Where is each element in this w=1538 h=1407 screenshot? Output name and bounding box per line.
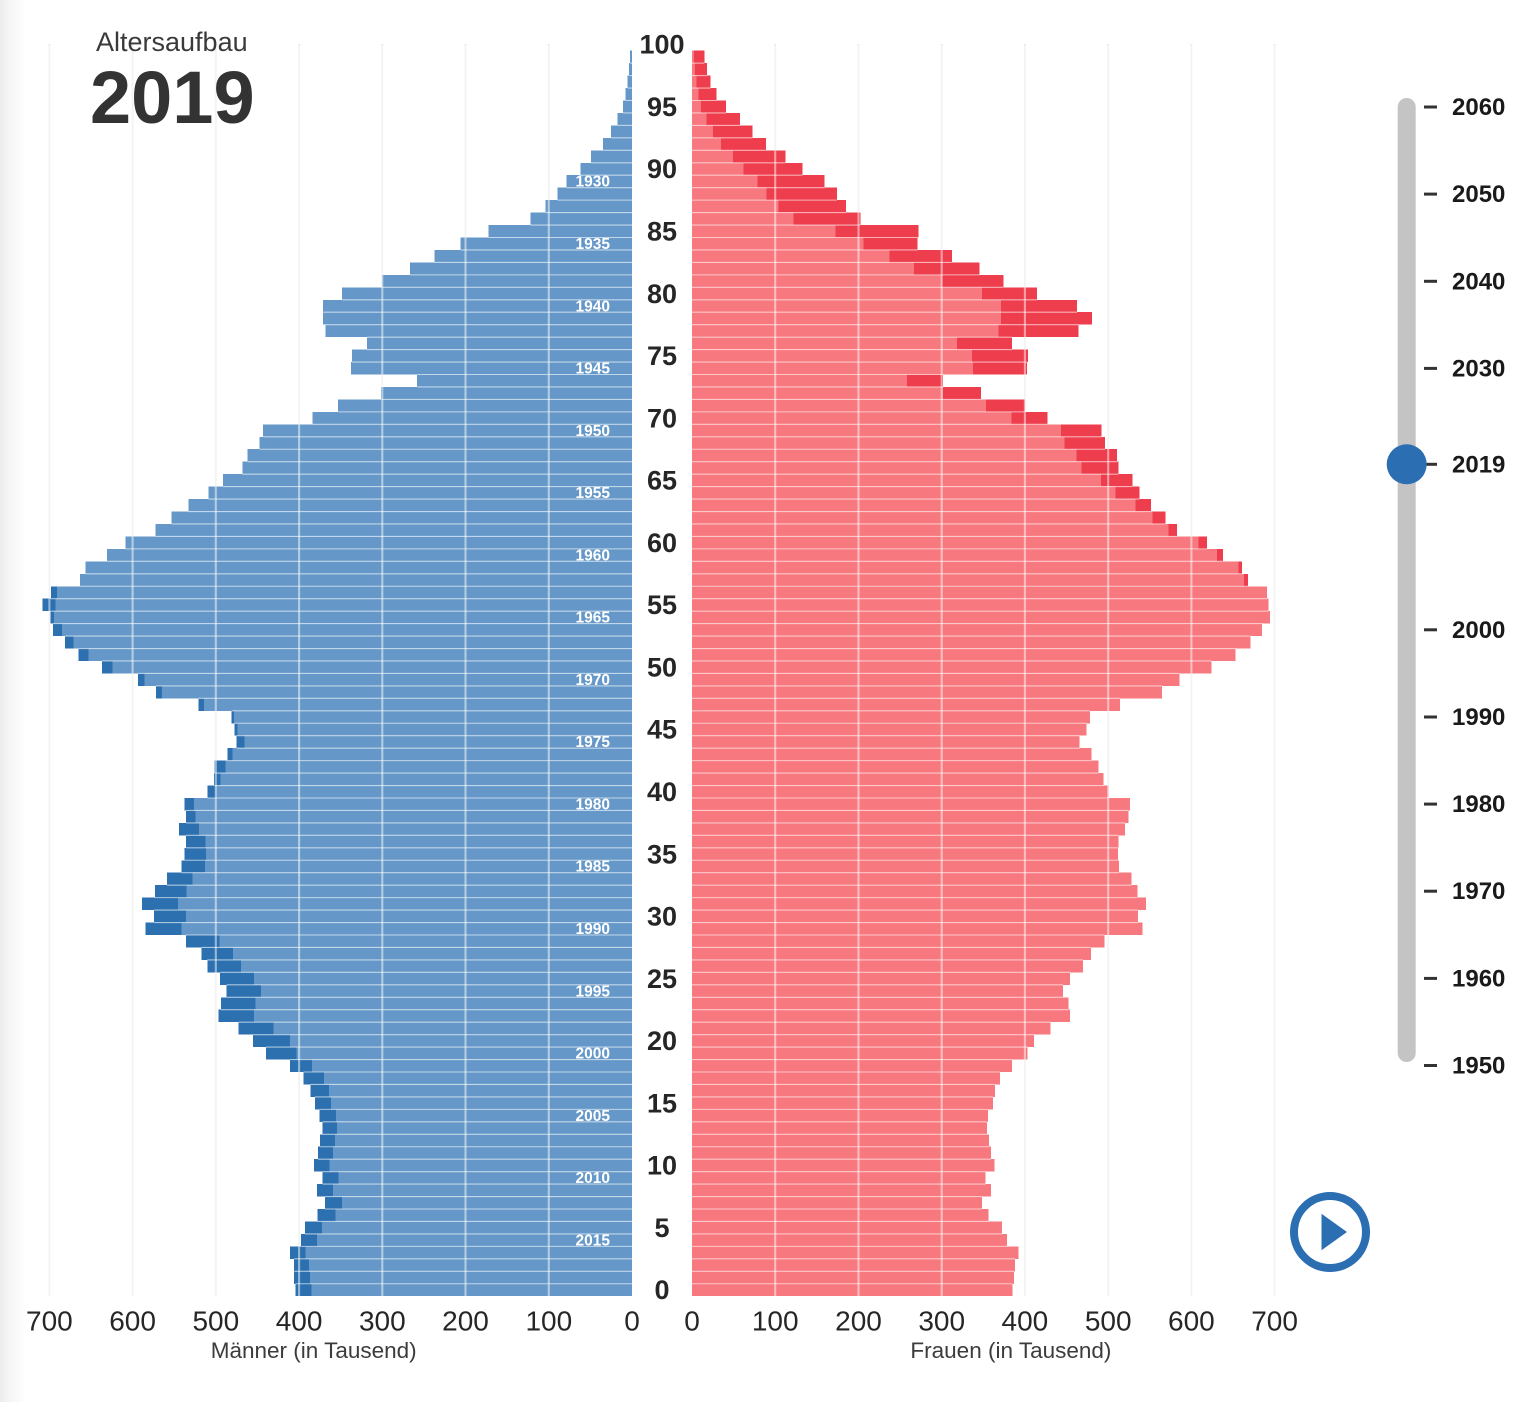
svg-text:700: 700 <box>26 1306 73 1337</box>
svg-text:65: 65 <box>647 466 677 496</box>
svg-text:100: 100 <box>752 1306 799 1337</box>
svg-text:25: 25 <box>647 964 677 994</box>
svg-text:Männer (in Tausend): Männer (in Tausend) <box>211 1338 417 1363</box>
svg-text:60: 60 <box>647 528 677 558</box>
svg-text:30: 30 <box>647 902 677 932</box>
svg-text:10: 10 <box>647 1151 677 1181</box>
svg-text:1990: 1990 <box>576 921 610 938</box>
svg-text:400: 400 <box>1002 1306 1049 1337</box>
svg-text:80: 80 <box>647 279 677 309</box>
svg-text:1960: 1960 <box>576 547 610 564</box>
svg-text:2000: 2000 <box>1452 617 1505 644</box>
svg-text:1960: 1960 <box>1452 965 1505 992</box>
svg-text:40: 40 <box>647 777 677 807</box>
svg-text:2000: 2000 <box>576 1046 610 1063</box>
svg-text:600: 600 <box>1168 1306 1215 1337</box>
svg-text:1980: 1980 <box>1452 791 1505 818</box>
svg-text:1995: 1995 <box>576 983 611 1000</box>
svg-text:55: 55 <box>647 590 677 620</box>
svg-text:1935: 1935 <box>576 236 611 253</box>
svg-text:45: 45 <box>647 715 677 745</box>
svg-text:1950: 1950 <box>576 423 610 440</box>
svg-text:2010: 2010 <box>576 1170 610 1187</box>
svg-text:1980: 1980 <box>576 797 610 814</box>
svg-text:100: 100 <box>525 1306 572 1337</box>
svg-text:500: 500 <box>192 1306 239 1337</box>
svg-text:95: 95 <box>647 92 677 122</box>
svg-text:0: 0 <box>624 1306 640 1337</box>
svg-text:1970: 1970 <box>1452 878 1505 905</box>
svg-text:2060: 2060 <box>1452 94 1505 121</box>
svg-text:2019: 2019 <box>1452 451 1505 478</box>
svg-text:85: 85 <box>647 217 677 247</box>
svg-text:0: 0 <box>654 1275 669 1305</box>
svg-text:75: 75 <box>647 341 677 371</box>
svg-text:1975: 1975 <box>576 734 611 751</box>
svg-text:300: 300 <box>918 1306 965 1337</box>
svg-text:15: 15 <box>647 1088 677 1118</box>
svg-text:2005: 2005 <box>576 1108 611 1125</box>
svg-text:2015: 2015 <box>576 1232 611 1249</box>
svg-text:2040: 2040 <box>1452 268 1505 295</box>
svg-text:1990: 1990 <box>1452 704 1505 731</box>
svg-text:1930: 1930 <box>576 174 610 191</box>
svg-text:20: 20 <box>647 1026 677 1056</box>
svg-text:500: 500 <box>1085 1306 1132 1337</box>
svg-text:1970: 1970 <box>576 672 610 689</box>
svg-text:0: 0 <box>684 1306 700 1337</box>
svg-text:1950: 1950 <box>1452 1053 1505 1080</box>
svg-text:600: 600 <box>109 1306 156 1337</box>
svg-text:2050: 2050 <box>1452 181 1505 208</box>
svg-text:70: 70 <box>647 403 677 433</box>
svg-text:100: 100 <box>639 30 684 60</box>
svg-text:5: 5 <box>654 1213 669 1243</box>
svg-text:90: 90 <box>647 154 677 184</box>
svg-text:200: 200 <box>835 1306 882 1337</box>
svg-text:50: 50 <box>647 653 677 683</box>
svg-text:2019: 2019 <box>90 56 255 139</box>
svg-text:1940: 1940 <box>576 298 610 315</box>
svg-text:35: 35 <box>647 839 677 869</box>
svg-text:2030: 2030 <box>1452 355 1505 382</box>
svg-text:400: 400 <box>276 1306 323 1337</box>
svg-text:Altersaufbau: Altersaufbau <box>96 27 248 57</box>
svg-text:700: 700 <box>1251 1306 1298 1337</box>
svg-text:200: 200 <box>442 1306 489 1337</box>
svg-text:Frauen (in Tausend): Frauen (in Tausend) <box>910 1338 1111 1363</box>
svg-text:1965: 1965 <box>576 610 611 627</box>
svg-text:1955: 1955 <box>576 485 611 502</box>
svg-text:300: 300 <box>359 1306 406 1337</box>
svg-text:1945: 1945 <box>576 361 611 378</box>
svg-text:1985: 1985 <box>576 859 611 876</box>
